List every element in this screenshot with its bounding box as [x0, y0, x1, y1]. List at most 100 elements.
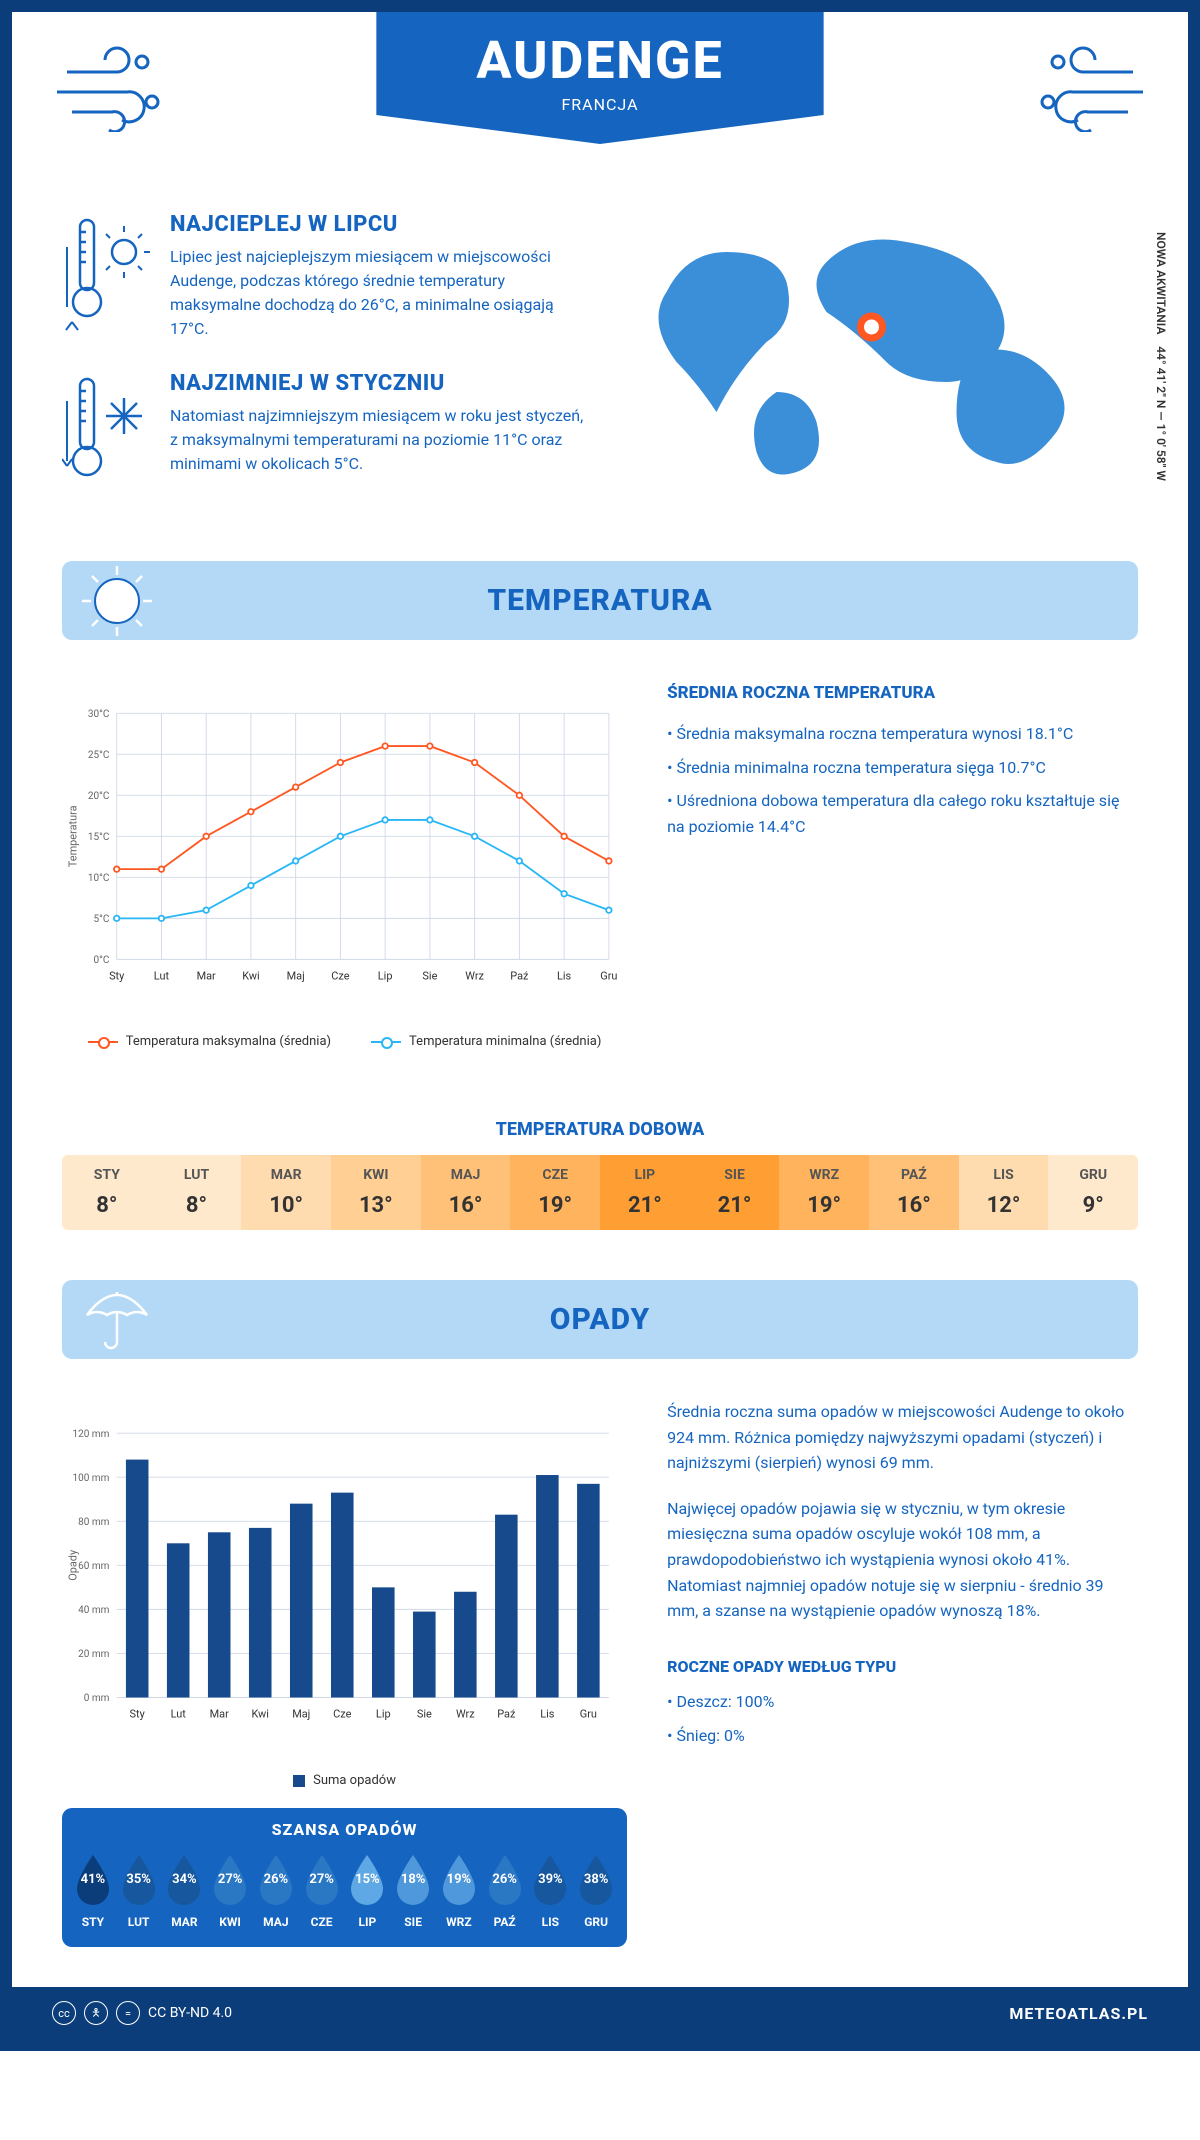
svg-text:Maj: Maj: [287, 969, 305, 982]
country-subtitle: FRANCJA: [476, 95, 723, 114]
by-icon: 🯅: [84, 2001, 108, 2025]
svg-text:Opady: Opady: [67, 1549, 80, 1581]
svg-text:Mar: Mar: [210, 1708, 229, 1721]
svg-text:Lip: Lip: [376, 1708, 391, 1721]
precipitation-bar-chart: 0 mm20 mm40 mm60 mm80 mm100 mm120 mmStyL…: [62, 1399, 627, 1759]
temperature-line-chart: 0°C5°C10°C15°C20°C25°C30°CStyLutMarKwiMa…: [62, 680, 627, 1020]
coldest-desc: Natomiast najzimniejszym miesiącem w rok…: [170, 404, 585, 476]
hottest-desc: Lipiec jest najcieplejszym miesiącem w m…: [170, 245, 585, 341]
svg-text:Kwi: Kwi: [252, 1708, 269, 1721]
rain-drop: 38%GRU: [574, 1851, 618, 1929]
thermometer-snow-icon: [62, 371, 152, 491]
svg-text:0°C: 0°C: [94, 955, 110, 966]
precipitation-content: 0 mm20 mm40 mm60 mm80 mm100 mm120 mmStyL…: [12, 1359, 1188, 1987]
svg-text:Gru: Gru: [580, 1708, 597, 1721]
daily-cell: PAŹ16°: [869, 1155, 959, 1230]
sun-icon: [77, 561, 157, 641]
svg-text:Lut: Lut: [154, 969, 170, 982]
annual-temp-title: ŚREDNIA ROCZNA TEMPERATURA: [667, 680, 1138, 707]
daily-cell: WRZ19°: [779, 1155, 869, 1230]
rain-chance-drops: 41%STY35%LUT34%MAR27%KWI26%MAJ27%CZE15%L…: [70, 1851, 619, 1929]
annual-rain-type: ROCZNE OPADY WEDŁUG TYPU • Deszcz: 100% …: [667, 1654, 1138, 1749]
daily-cell: STY8°: [62, 1155, 152, 1230]
coldest-text: NAJZIMNIEJ W STYCZNIU Natomiast najzimni…: [170, 371, 585, 491]
rain-chance-panel: SZANSA OPADÓW 41%STY35%LUT34%MAR27%KWI26…: [62, 1808, 627, 1947]
rain-drop: 41%STY: [71, 1851, 115, 1929]
climate-summary: NAJCIEPLEJ W LIPCU Lipiec jest najcieple…: [62, 212, 585, 521]
svg-text:Maj: Maj: [292, 1708, 310, 1721]
svg-text:Paź: Paź: [497, 1708, 516, 1721]
title-banner: AUDENGE FRANCJA: [376, 12, 823, 144]
daily-cell: MAJ16°: [421, 1155, 511, 1230]
site-brand: METEOATLAS.PL: [1009, 2004, 1148, 2023]
svg-text:Cze: Cze: [331, 969, 349, 982]
daily-cell: LIS12°: [959, 1155, 1049, 1230]
coldest-title: NAJZIMNIEJ W STYCZNIU: [170, 371, 585, 396]
rain-drop: 39%LIS: [528, 1851, 572, 1929]
svg-text:60 mm: 60 mm: [78, 1561, 110, 1572]
svg-text:Cze: Cze: [333, 1708, 351, 1721]
temp-legend: .legend-item:nth-child(1) .legend-mark::…: [62, 1034, 627, 1049]
svg-text:80 mm: 80 mm: [78, 1517, 110, 1528]
city-title: AUDENGE: [476, 30, 723, 91]
section-temperature: TEMPERATURA: [62, 561, 1138, 640]
map-column: NOWA AKWITANIA 44° 41' 2" N — 1° 0' 58" …: [615, 212, 1138, 521]
svg-text:20°C: 20°C: [88, 791, 110, 802]
svg-text:Gru: Gru: [600, 969, 617, 982]
svg-text:15°C: 15°C: [88, 832, 110, 843]
svg-text:Lis: Lis: [540, 1708, 555, 1721]
rain-chance-title: SZANSA OPADÓW: [70, 1820, 619, 1839]
svg-text:25°C: 25°C: [88, 750, 110, 761]
rain-chart-area: 0 mm20 mm40 mm60 mm80 mm100 mm120 mmStyL…: [62, 1399, 627, 1947]
daily-cell: SIE21°: [690, 1155, 780, 1230]
cc-icon: cc: [52, 2001, 76, 2025]
svg-text:40 mm: 40 mm: [78, 1605, 110, 1616]
rain-drop: 35%LUT: [117, 1851, 161, 1929]
footer: cc 🯅 = CC BY-ND 4.0 METEOATLAS.PL: [12, 1987, 1188, 2039]
daily-cell: LIP21°: [600, 1155, 690, 1230]
coordinates-label: NOWA AKWITANIA 44° 41' 2" N — 1° 0' 58" …: [1154, 232, 1168, 481]
svg-text:Lut: Lut: [171, 1708, 187, 1721]
temp-chart-area: 0°C5°C10°C15°C20°C25°C30°CStyLutMarKwiMa…: [62, 680, 627, 1049]
hottest-block: NAJCIEPLEJ W LIPCU Lipiec jest najcieple…: [62, 212, 585, 341]
daily-cell: CZE19°: [510, 1155, 600, 1230]
svg-text:Sie: Sie: [417, 1708, 432, 1721]
daily-temp-table: STY8°LUT8°MAR10°KWI13°MAJ16°CZE19°LIP21°…: [62, 1155, 1138, 1230]
svg-text:100 mm: 100 mm: [72, 1473, 109, 1484]
svg-text:5°C: 5°C: [94, 914, 110, 925]
legend-min: .legend-item:nth-child(2) .legend-mark::…: [371, 1034, 601, 1049]
svg-text:Kwi: Kwi: [242, 969, 259, 982]
svg-text:Mar: Mar: [197, 969, 216, 982]
svg-text:0 mm: 0 mm: [84, 1693, 110, 1704]
rain-drop: 27%KWI: [208, 1851, 252, 1929]
daily-cell: LUT8°: [152, 1155, 242, 1230]
rain-legend: Suma opadów: [62, 1773, 627, 1788]
legend-max: .legend-item:nth-child(1) .legend-mark::…: [88, 1034, 331, 1049]
rain-text-area: Średnia roczna suma opadów w miejscowośc…: [667, 1399, 1138, 1947]
svg-text:Sty: Sty: [130, 1708, 146, 1721]
hottest-text: NAJCIEPLEJ W LIPCU Lipiec jest najcieple…: [170, 212, 585, 341]
info-row: NAJCIEPLEJ W LIPCU Lipiec jest najcieple…: [12, 192, 1188, 561]
svg-text:Paź: Paź: [510, 969, 529, 982]
rain-drop: 34%MAR: [162, 1851, 206, 1929]
section-precipitation: OPADY: [62, 1280, 1138, 1359]
rain-drop: 18%SIE: [391, 1851, 435, 1929]
daily-cell: MAR10°: [241, 1155, 331, 1230]
svg-text:Sie: Sie: [422, 969, 437, 982]
hottest-title: NAJCIEPLEJ W LIPCU: [170, 212, 585, 237]
world-map-icon: [615, 212, 1138, 492]
daily-cell: KWI13°: [331, 1155, 421, 1230]
svg-text:Wrz: Wrz: [456, 1708, 475, 1721]
rain-drop: 27%CZE: [300, 1851, 344, 1929]
header: AUDENGE FRANCJA: [12, 12, 1188, 192]
svg-text:10°C: 10°C: [88, 873, 110, 884]
svg-text:Lis: Lis: [557, 969, 572, 982]
annual-temp-text: ŚREDNIA ROCZNA TEMPERATURA • Średnia mak…: [667, 680, 1138, 1049]
svg-text:Temperatura: Temperatura: [67, 805, 80, 867]
wind-icon: [52, 42, 172, 132]
wind-icon: [1028, 42, 1148, 132]
svg-text:Lip: Lip: [378, 969, 393, 982]
rain-drop: 26%PAŹ: [483, 1851, 527, 1929]
nd-icon: =: [116, 2001, 140, 2025]
daily-cell: GRU9°: [1048, 1155, 1138, 1230]
